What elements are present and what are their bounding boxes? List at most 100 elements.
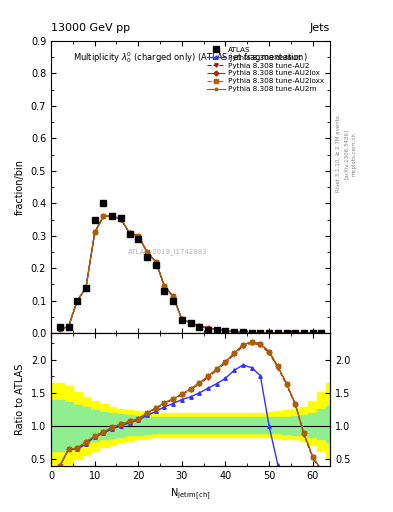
Pythia 8.308 tune-AU2 [223,328,228,334]
Pythia 8.308 tune-AU2lox [145,249,149,255]
Pythia 8.308 default [293,330,298,336]
ATLAS [57,324,62,330]
Pythia 8.308 tune-AU2 [267,330,272,336]
Pythia 8.308 tune-AU2m [75,297,80,304]
Text: Jets: Jets [310,23,330,33]
Pythia 8.308 tune-AU2m [232,329,237,335]
Pythia 8.308 tune-AU2lox [162,283,167,289]
ATLAS [145,254,149,260]
Line: Pythia 8.308 tune-AU2: Pythia 8.308 tune-AU2 [58,215,323,335]
Pythia 8.308 default [153,259,158,265]
Pythia 8.308 tune-AU2 [180,316,184,323]
Pythia 8.308 default [215,327,219,333]
Pythia 8.308 default [110,213,114,219]
ATLAS [75,297,80,304]
Pythia 8.308 default [92,229,97,236]
Y-axis label: Ratio to ATLAS: Ratio to ATLAS [15,364,25,435]
Pythia 8.308 tune-AU2m [153,259,158,265]
Pythia 8.308 tune-AU2lox [188,319,193,326]
ATLAS [92,217,97,223]
Pythia 8.308 tune-AU2m [66,324,71,330]
ATLAS [119,215,123,221]
Pythia 8.308 tune-AU2lox [223,328,228,334]
Pythia 8.308 tune-AU2loxx [66,324,71,330]
Pythia 8.308 tune-AU2m [319,330,324,336]
Pythia 8.308 default [171,293,176,300]
ATLAS [275,330,280,336]
Pythia 8.308 tune-AU2lox [241,329,245,335]
Text: ATLAS_2019_I1742883: ATLAS_2019_I1742883 [129,248,208,254]
Pythia 8.308 tune-AU2loxx [84,285,88,291]
Pythia 8.308 tune-AU2lox [249,330,254,336]
X-axis label: N$_{\mathregular{jetrm[ch]}}$: N$_{\mathregular{jetrm[ch]}}$ [170,486,211,502]
Pythia 8.308 tune-AU2 [310,330,315,336]
Pythia 8.308 tune-AU2 [92,229,97,236]
ATLAS [162,288,167,294]
Pythia 8.308 tune-AU2 [284,330,289,336]
ATLAS [136,236,141,242]
Pythia 8.308 tune-AU2 [258,330,263,336]
Pythia 8.308 tune-AU2lox [171,293,176,300]
Pythia 8.308 tune-AU2m [206,325,210,331]
Pythia 8.308 tune-AU2lox [110,213,114,219]
Pythia 8.308 tune-AU2lox [101,213,106,219]
Line: Pythia 8.308 tune-AU2loxx: Pythia 8.308 tune-AU2loxx [58,215,323,335]
Pythia 8.308 tune-AU2m [284,330,289,336]
Pythia 8.308 tune-AU2loxx [162,283,167,289]
Pythia 8.308 tune-AU2m [119,216,123,222]
Pythia 8.308 tune-AU2 [171,293,176,300]
Legend: ATLAS, Pythia 8.308 default, Pythia 8.308 tune-AU2, Pythia 8.308 tune-AU2lox, Py: ATLAS, Pythia 8.308 default, Pythia 8.30… [205,45,327,94]
ATLAS [180,317,184,323]
Pythia 8.308 tune-AU2lox [232,329,237,335]
Pythia 8.308 default [249,330,254,336]
Pythia 8.308 default [180,316,184,323]
Text: Multiplicity $\lambda_0^0$ (charged only) (ATLAS jet fragmentation): Multiplicity $\lambda_0^0$ (charged only… [73,50,308,65]
ATLAS [301,330,306,336]
Pythia 8.308 tune-AU2m [127,230,132,236]
Pythia 8.308 tune-AU2loxx [310,330,315,336]
ATLAS [66,324,71,330]
Pythia 8.308 tune-AU2 [319,330,324,336]
Pythia 8.308 tune-AU2loxx [249,330,254,336]
Pythia 8.308 tune-AU2lox [301,330,306,336]
Pythia 8.308 tune-AU2loxx [153,259,158,265]
Pythia 8.308 tune-AU2 [275,330,280,336]
Pythia 8.308 tune-AU2loxx [241,329,245,335]
Pythia 8.308 default [206,325,210,331]
Pythia 8.308 tune-AU2m [258,330,263,336]
Pythia 8.308 tune-AU2 [206,325,210,331]
Pythia 8.308 tune-AU2 [66,324,71,330]
Pythia 8.308 tune-AU2m [92,229,97,236]
Pythia 8.308 tune-AU2lox [293,330,298,336]
Pythia 8.308 tune-AU2loxx [136,232,141,239]
Pythia 8.308 tune-AU2m [101,213,106,219]
Pythia 8.308 tune-AU2lox [206,325,210,331]
Pythia 8.308 tune-AU2m [267,330,272,336]
Pythia 8.308 tune-AU2m [241,329,245,335]
Pythia 8.308 tune-AU2 [110,213,114,219]
Pythia 8.308 tune-AU2loxx [171,293,176,300]
Pythia 8.308 tune-AU2m [145,249,149,255]
Pythia 8.308 tune-AU2loxx [197,323,202,329]
Pythia 8.308 tune-AU2loxx [215,327,219,333]
Pythia 8.308 tune-AU2loxx [127,230,132,236]
Pythia 8.308 tune-AU2m [223,328,228,334]
Pythia 8.308 tune-AU2loxx [75,297,80,304]
Line: Pythia 8.308 default: Pythia 8.308 default [58,215,323,335]
Pythia 8.308 default [66,324,71,330]
Pythia 8.308 tune-AU2lox [136,232,141,239]
ATLAS [197,324,202,330]
Line: Pythia 8.308 tune-AU2lox: Pythia 8.308 tune-AU2lox [58,215,323,335]
Pythia 8.308 tune-AU2m [249,330,254,336]
Pythia 8.308 tune-AU2m [197,323,202,329]
ATLAS [258,330,263,336]
Pythia 8.308 tune-AU2loxx [119,216,123,222]
Text: mcplots.cern.ch: mcplots.cern.ch [352,132,357,176]
Pythia 8.308 tune-AU2loxx [180,316,184,323]
Pythia 8.308 default [57,326,62,332]
Pythia 8.308 default [84,285,88,291]
ATLAS [223,328,228,334]
Pythia 8.308 tune-AU2loxx [223,328,228,334]
Pythia 8.308 default [258,330,263,336]
Pythia 8.308 tune-AU2 [84,285,88,291]
